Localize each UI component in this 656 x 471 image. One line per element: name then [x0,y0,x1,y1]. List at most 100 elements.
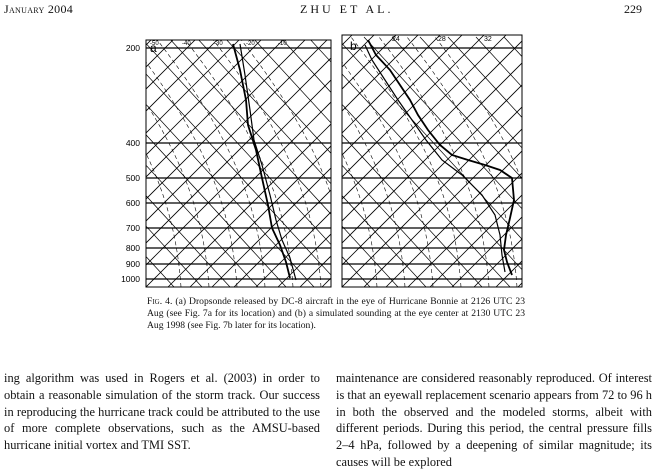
page-number: 229 [624,2,642,16]
dry-adiabat [146,286,147,287]
dry-adiabat [503,36,522,58]
isotherm [342,35,463,156]
isotherm [451,216,522,287]
panel-b-top-temp-label: 24 [392,36,400,43]
moist-adiabat [184,40,294,287]
isotherm [342,35,419,112]
isotherm [517,282,522,287]
panel-a-top-temp-label: -50 [150,41,159,47]
isotherm [385,150,522,287]
dry-adiabat [342,103,511,287]
pressure-level-label: 200 [126,43,140,53]
dry-adiabat [146,103,315,287]
body-left-column: ing algorithm was used in Rogers et al. … [4,370,320,454]
isotherm [473,238,522,287]
dry-adiabat [342,164,455,287]
figure-caption: Fig. 4. (a) Dropsonde released by DC-8 a… [147,296,525,332]
dry-adiabat [342,225,399,287]
isotherm [342,106,522,287]
isotherm [342,35,397,90]
dry-adiabat [644,37,656,287]
panel-a-label: a [150,41,157,55]
isotherm [146,40,240,134]
panel-a-top-temp-label: -40 [182,41,191,47]
panel-b-top-temp-label: 28 [438,36,446,43]
isotherm [277,233,331,287]
isotherm [146,40,218,112]
panel-a-diagram [0,27,331,287]
dry-adiabat [146,195,231,287]
panel-a-top-temp-label: -10 [278,41,287,47]
dry-adiabat [282,40,331,93]
dry-adiabat [198,40,331,185]
isotherm [562,27,656,287]
isotherm [146,40,306,200]
moist-adiabat [146,102,210,287]
dry-adiabat [475,36,522,88]
pressure-level-label: 800 [126,243,140,253]
isotherm [429,194,522,287]
dry-adiabat [560,37,656,287]
moist-adiabat [406,36,518,287]
moist-adiabat [342,61,434,287]
moist-adiabat [212,40,322,287]
isotherm [233,189,331,287]
temperature-profile [232,43,291,279]
panel-a-frame [145,39,332,288]
dry-adiabat [391,36,522,179]
dry-adiabat [342,73,522,271]
caption-prefix: Fig. 4. [147,296,173,307]
isotherm [211,167,331,287]
isotherm [189,145,331,287]
moist-adiabat [146,61,238,287]
moist-adiabat [156,40,266,287]
isotherm [407,172,522,287]
panel-b-top-temp-label: 32 [484,36,492,43]
skew-t-figure: a b 200 400 500 600 700 800 900 1000 -50 -40 -30 -… [0,27,656,288]
isotherm [167,123,331,287]
panel-a-top-temp-label: -30 [214,41,223,47]
isotherm [540,27,656,287]
dry-adiabat [342,43,522,240]
moist-adiabat [342,102,406,287]
temperature-profile [367,39,515,276]
isotherm [146,101,331,287]
dry-adiabat [0,37,62,287]
dry-adiabat [146,225,203,287]
isotherm [606,27,656,287]
moist-adiabat [378,36,490,287]
isotherm [0,27,142,287]
moist-adiabat [434,36,522,183]
isotherm [146,40,328,222]
isotherm [342,84,522,266]
isotherm [255,211,331,287]
moist-adiabat [350,36,462,287]
dry-adiabat [146,164,259,287]
dry-adiabat [342,195,427,287]
pressure-level-label: 600 [126,198,140,208]
moist-adiabat [146,152,182,287]
dry-adiabat [419,36,522,149]
isotherm [363,128,522,287]
pressure-level-label: 1000 [121,274,140,284]
dry-adiabat [363,36,522,210]
dry-adiabat [0,37,90,287]
panel-a-top-temp-label: -20 [246,41,255,47]
dry-adiabat [170,40,331,215]
panel-b-label: b [350,39,357,53]
pressure-level-label: 900 [126,259,140,269]
dry-adiabat [616,37,656,287]
moist-adiabat [342,152,378,287]
dry-adiabat [146,256,175,287]
pressure-level-label: 400 [126,138,140,148]
running-header-authors: ZHU ET AL. [300,2,394,16]
dry-adiabat [146,134,287,287]
isotherm [146,40,262,156]
caption-text: (a) Dropsonde released by DC-8 aircraft … [147,296,525,331]
panel-b-diagram [342,27,656,287]
dry-adiabat [146,43,331,246]
isotherm [584,27,656,287]
dry-adiabat [532,37,656,287]
dewpoint-profile [364,44,506,273]
body-right-column: maintenance are considered reasonably re… [336,370,652,471]
